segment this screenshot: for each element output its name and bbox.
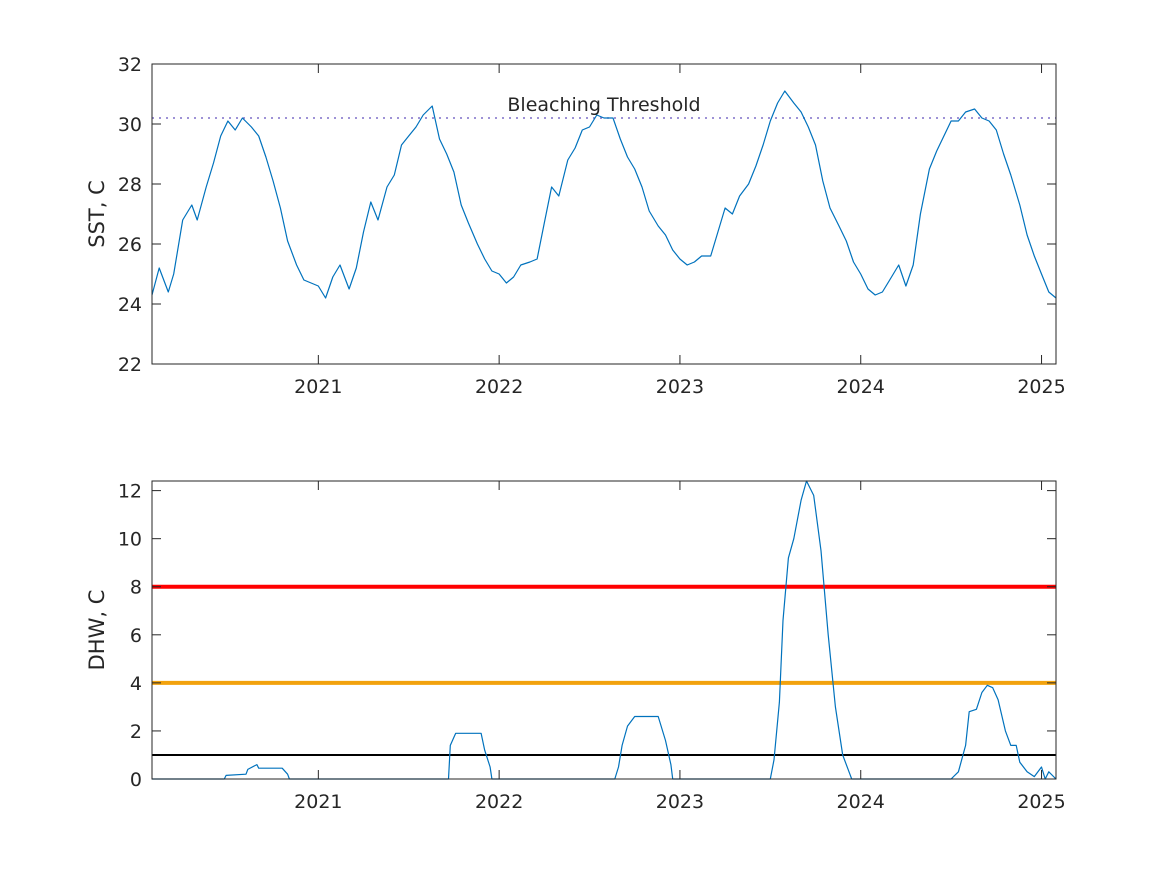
dhw-x-tick-label: 2022 [475,791,523,813]
sst-x-tick-label: 2022 [475,376,523,398]
sst-x-tick-labels: 2021 2022 2023 2024 2025 [294,376,1066,398]
sst-plot-area [151,90,1057,299]
dhw-tick-marks [152,481,1056,780]
dhw-panel: 2021 2022 2023 2024 2025 0 2 4 6 8 10 12 DHW, C [85,480,1066,813]
dhw-y-tick-label: 4 [130,673,142,695]
dhw-x-tick-labels: 2021 2022 2023 2024 2025 [294,791,1066,813]
sst-tick-marks [152,63,1056,365]
dhw-y-tick-label: 6 [130,625,142,647]
dhw-y-tick-label: 12 [118,481,142,503]
dhw-x-tick-label: 2023 [656,791,704,813]
dhw-x-tick-label: 2025 [1017,791,1065,813]
sst-x-tick-label: 2025 [1017,376,1065,398]
dhw-y-tick-labels: 0 2 4 6 8 10 12 [118,481,142,791]
sst-y-axis-label: SST, C [85,180,109,248]
sst-x-tick-label: 2024 [837,376,885,398]
dhw-y-axis-label: DHW, C [85,590,109,671]
dhw-y-tick-label: 2 [130,721,142,743]
sst-y-tick-label: 30 [118,114,142,136]
bleaching-threshold-label: Bleaching Threshold [507,94,700,116]
sst-y-tick-label: 22 [118,354,142,376]
dhw-x-tick-label: 2024 [837,791,885,813]
sst-y-tick-label: 28 [118,174,142,196]
sst-y-tick-label: 26 [118,234,142,256]
sst-x-tick-label: 2021 [294,376,342,398]
sst-y-tick-labels: 22 24 26 28 30 32 [118,54,142,376]
dhw-axes-box [151,480,1057,780]
sst-x-tick-label: 2023 [656,376,704,398]
dhw-y-tick-label: 8 [130,577,142,599]
dhw-y-tick-label: 10 [118,529,142,551]
sst-y-tick-label: 24 [118,294,142,316]
dhw-y-tick-label: 0 [130,769,142,791]
sst-series-line-0 [151,90,1057,299]
sst-y-tick-label: 32 [118,54,142,76]
sst-axes-box [151,63,1057,365]
sst-panel: 2021 2022 2023 2024 2025 22 24 26 28 30 32 SST, C… [85,54,1066,398]
dhw-x-tick-label: 2021 [294,791,342,813]
